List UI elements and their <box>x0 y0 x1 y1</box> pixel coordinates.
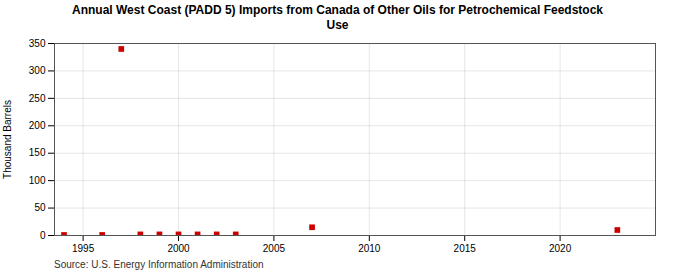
svg-text:50: 50 <box>34 202 46 213</box>
html-text:Source: U.S. Energy Informatio: Source: U.S. Energy Information Administ… <box>54 259 264 270</box>
svg-text:150: 150 <box>29 147 46 158</box>
svg-text:0: 0 <box>40 230 46 241</box>
svg-text:200: 200 <box>29 120 46 131</box>
svg-text:2005: 2005 <box>263 243 286 254</box>
svg-text:2015: 2015 <box>454 243 477 254</box>
svg-text:250: 250 <box>29 93 46 104</box>
svg-text:2010: 2010 <box>358 243 381 254</box>
svg-text:Thousand Barrels: Thousand Barrels <box>2 100 13 179</box>
svg-text:300: 300 <box>29 65 46 76</box>
svg-text:2020: 2020 <box>549 243 572 254</box>
html-text:Annual West Coast (PADD 5) Imp: Annual West Coast (PADD 5) Imports from … <box>72 3 603 32</box>
svg-text:100: 100 <box>29 175 46 186</box>
svg-text:2000: 2000 <box>167 243 190 254</box>
svg-text:350: 350 <box>29 38 46 49</box>
svg-text:1995: 1995 <box>72 243 95 254</box>
